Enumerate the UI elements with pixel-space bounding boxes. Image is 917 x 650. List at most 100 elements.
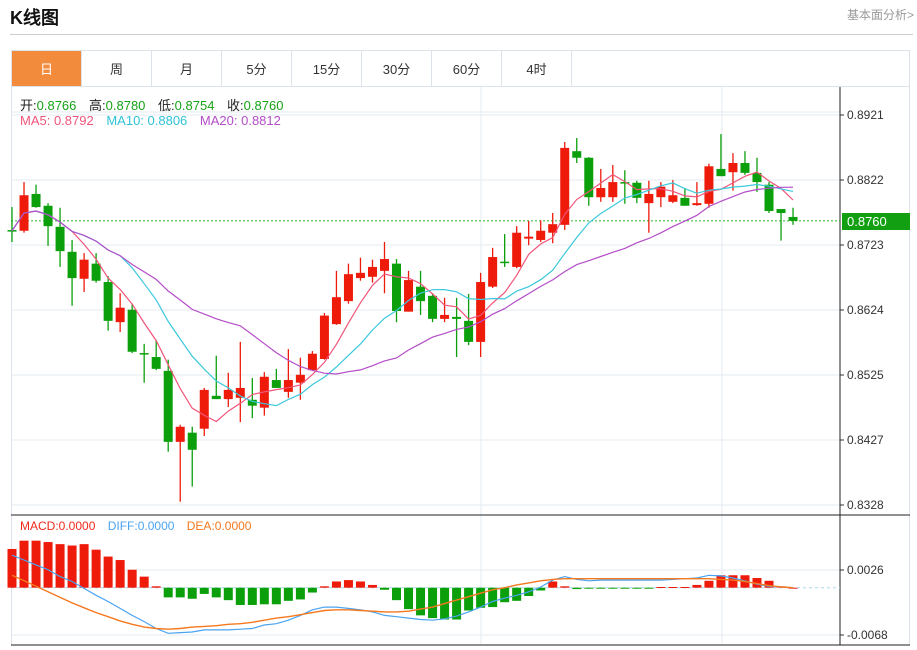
macd-bar	[704, 580, 714, 588]
candle-body	[692, 203, 702, 206]
candle-body	[319, 315, 329, 359]
candle-body	[295, 374, 305, 383]
candle-body	[476, 282, 486, 342]
ma10-line	[11, 182, 794, 407]
macd-bar	[452, 587, 462, 620]
candle-body	[416, 286, 426, 302]
macd-bar	[55, 544, 65, 588]
tab-15min[interactable]: 15分	[292, 51, 362, 86]
tab-4hour[interactable]: 4时	[502, 51, 572, 86]
candle-body	[788, 216, 798, 221]
candle-body	[91, 263, 101, 281]
close-value: 0.8760	[243, 98, 284, 113]
macd-bar	[235, 587, 245, 605]
candle-body	[776, 209, 786, 213]
macd-bar	[476, 587, 486, 608]
candle-body	[656, 186, 666, 198]
ma20-value: MA20: 0.8812	[199, 113, 281, 128]
macd-bar	[187, 587, 197, 599]
y-tick-label: 0.8328	[847, 498, 884, 512]
macd-bar	[656, 587, 666, 589]
ma5-line	[11, 171, 794, 423]
macd-bar	[716, 575, 726, 588]
macd-bar	[764, 580, 774, 588]
candle-body	[740, 163, 750, 173]
divider	[10, 34, 913, 35]
candle-body	[355, 272, 365, 279]
candle-body	[367, 266, 377, 277]
tab-30min[interactable]: 30分	[362, 51, 432, 86]
high-value: 0.8780	[105, 98, 146, 113]
candle-body	[716, 168, 726, 177]
low-value: 0.8754	[174, 98, 215, 113]
macd-info: MACD:0.0000 DIFF:0.0000 DEA:0.0000	[20, 519, 260, 533]
candle-body	[560, 147, 570, 225]
macd-bar	[668, 587, 678, 589]
macd-bar	[283, 587, 293, 601]
candle-body	[608, 182, 618, 198]
candle-body	[211, 395, 221, 400]
macd-bar	[175, 587, 185, 598]
ma5-value: MA5: 0.8792	[20, 113, 94, 128]
macd-bar	[31, 540, 41, 588]
candle-body	[379, 259, 389, 271]
macd-bar	[536, 587, 546, 591]
macd-bar	[692, 584, 702, 588]
macd-bar	[392, 587, 402, 601]
tab-day[interactable]: 日	[12, 51, 82, 86]
macd-bar	[680, 587, 690, 589]
macd-bar	[584, 587, 594, 589]
period-tabs: 日 周 月 5分 15分 30分 60分 4时	[11, 50, 910, 87]
candle-body	[488, 257, 498, 287]
low-label: 低:	[158, 98, 175, 113]
high-label: 高:	[89, 98, 106, 113]
candle-body	[548, 224, 558, 233]
ohlc-info: 开:0.8766 高:0.8780 低:0.8754 收:0.8760	[20, 95, 292, 114]
candle-body	[43, 205, 53, 227]
fundamental-analysis-link[interactable]: 基本面分析>	[846, 8, 914, 22]
candle-body	[728, 163, 738, 173]
candle-body	[668, 195, 678, 202]
macd-bar	[788, 587, 798, 589]
macd-bar	[752, 578, 762, 588]
open-value: 0.8766	[36, 98, 77, 113]
candle-body	[235, 387, 245, 398]
candle-body	[79, 259, 89, 279]
current-price-tag: 0.8760	[842, 213, 910, 230]
macd-tick-label: 0.0026	[847, 563, 884, 577]
candle-body	[223, 389, 233, 400]
candle-body	[307, 353, 317, 371]
macd-bar	[464, 587, 474, 611]
candle-body	[680, 197, 690, 206]
candle-body	[55, 226, 65, 252]
candle-body	[584, 157, 594, 198]
macd-bar	[620, 587, 630, 589]
y-tick-label: 0.8427	[847, 433, 884, 447]
candle-body	[139, 353, 149, 355]
macd-bar	[307, 587, 317, 593]
macd-bar	[572, 587, 582, 590]
candle-body	[247, 399, 257, 406]
ma20-line	[11, 186, 794, 375]
macd-bar	[428, 587, 438, 619]
macd-bar	[103, 556, 113, 588]
candle-body	[271, 380, 281, 388]
candle-body	[464, 320, 474, 342]
tab-60min[interactable]: 60分	[432, 51, 502, 86]
candle-body	[392, 263, 402, 311]
candle-body	[7, 230, 17, 232]
candle-body	[620, 182, 630, 184]
candle-body	[151, 357, 161, 369]
macd-bar	[488, 587, 498, 608]
tab-month[interactable]: 月	[152, 51, 222, 86]
macd-bar	[91, 549, 101, 588]
macd-bar	[728, 575, 738, 588]
page-title: K线图	[10, 8, 59, 28]
macd-bar	[632, 587, 642, 589]
tab-week[interactable]: 周	[82, 51, 152, 86]
close-label: 收:	[227, 98, 244, 113]
macd-bar	[416, 587, 426, 616]
macd-bar	[43, 542, 53, 588]
tab-5min[interactable]: 5分	[222, 51, 292, 86]
